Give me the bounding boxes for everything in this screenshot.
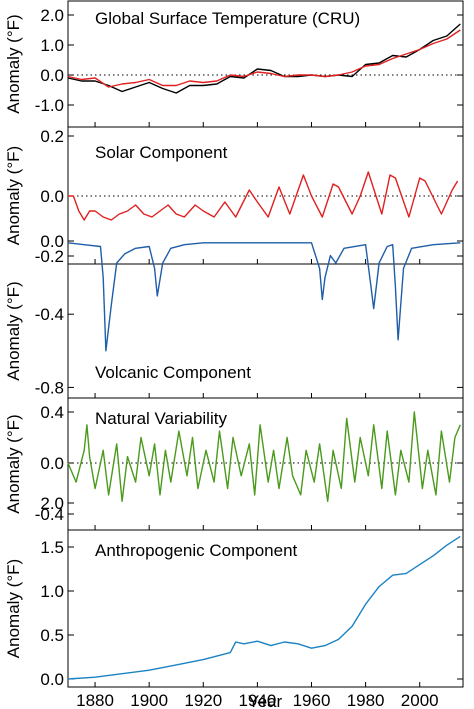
panel-frame xyxy=(67,529,464,688)
x-tick-label: 1940 xyxy=(238,691,276,709)
x-tick-label: 2000 xyxy=(401,691,439,709)
y-tick-label: 0.0 xyxy=(40,66,64,85)
x-tick-label: 1960 xyxy=(293,691,331,709)
y-tick-label: 2.0 xyxy=(40,494,64,513)
y-tick-label: 0.0 xyxy=(40,670,64,689)
y-tick-label: -0.4 xyxy=(35,505,64,524)
y-tick-label: 0.2 xyxy=(40,127,64,146)
series-line-cyan xyxy=(67,535,461,680)
panel-title: Anthropogenic Component xyxy=(95,541,298,560)
x-axis-label: Year xyxy=(248,692,283,709)
panel-title: Natural Variability xyxy=(95,409,227,428)
panel-title: Volcanic Component xyxy=(95,363,251,382)
y-tick-label: 0.0 xyxy=(40,454,64,473)
series-line-red xyxy=(68,171,459,221)
y-axis-label: Anomaly (°F) xyxy=(4,414,23,513)
x-tick-label: 1880 xyxy=(76,691,114,709)
x-tick-label: 1920 xyxy=(184,691,222,709)
y-tick-label: -0.8 xyxy=(35,378,64,397)
y-tick-label: 1.0 xyxy=(40,36,64,55)
y-axis-label: Anomaly (°F) xyxy=(4,559,23,658)
panel-title: Global Surface Temperature (CRU) xyxy=(95,9,360,28)
series-line-blue xyxy=(67,242,461,352)
panel-title: Solar Component xyxy=(95,143,228,162)
series-line-green xyxy=(67,411,461,502)
y-tick-label: 0.0 xyxy=(40,187,64,206)
y-tick-label: 0.0 xyxy=(40,232,64,251)
y-tick-label: -0.4 xyxy=(35,305,64,324)
y-tick-label: -1.0 xyxy=(35,96,64,115)
y-tick-label: 2.0 xyxy=(40,6,64,25)
x-tick-label: 1980 xyxy=(347,691,385,709)
y-axis-label: Anomaly (°F) xyxy=(4,281,23,380)
y-tick-label: 0.5 xyxy=(40,626,64,645)
y-axis-label: Anomaly (°F) xyxy=(4,146,23,245)
y-tick-label: 1.5 xyxy=(40,538,64,557)
y-tick-label: -0.2 xyxy=(35,247,64,266)
y-tick-label: 1.0 xyxy=(40,582,64,601)
series-line-red xyxy=(67,29,461,88)
y-axis-label: Anomaly (°F) xyxy=(4,14,23,113)
series-line-black xyxy=(67,23,461,94)
y-tick-label: 0.4 xyxy=(40,403,64,422)
x-tick-label: 1900 xyxy=(130,691,168,709)
